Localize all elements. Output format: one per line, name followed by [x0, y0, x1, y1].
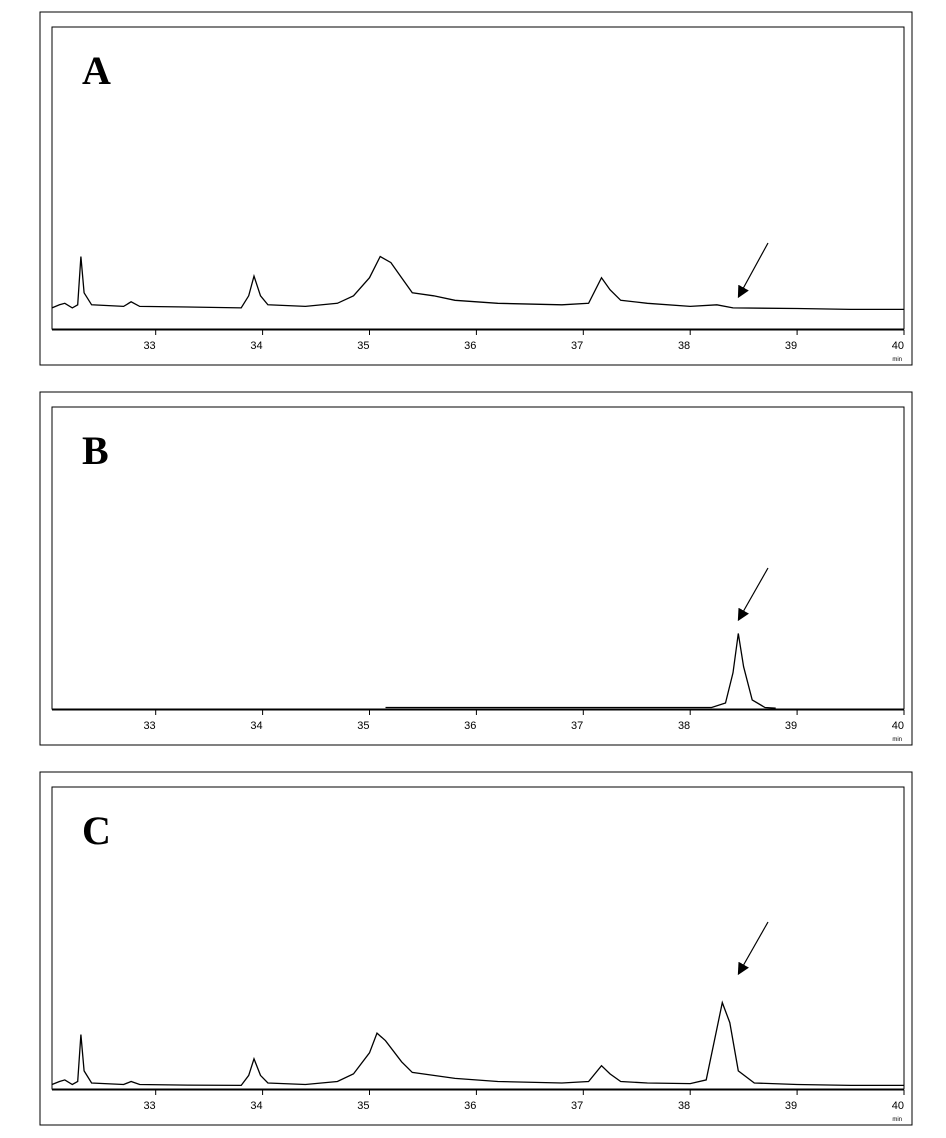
x-tick-label: 35	[357, 340, 369, 352]
arrow	[737, 921, 769, 976]
x-tick-label: 34	[250, 720, 262, 732]
panel-label: B	[82, 428, 109, 473]
panel-frame	[39, 771, 913, 1126]
x-axis-label: min	[892, 737, 902, 743]
x-tick-label: 40	[892, 720, 904, 732]
arrow	[737, 567, 769, 622]
x-tick-label: 38	[678, 720, 690, 732]
x-axis-label: min	[892, 357, 902, 363]
x-tick-label: 38	[678, 1100, 690, 1112]
x-tick-label: 33	[143, 720, 155, 732]
x-tick-label: 36	[464, 340, 476, 352]
x-tick-label: 39	[785, 340, 797, 352]
x-tick-label: 39	[785, 720, 797, 732]
panel-label: A	[82, 48, 111, 93]
x-tick-label: 35	[357, 720, 369, 732]
x-tick-label: 40	[892, 1100, 904, 1112]
x-tick-label: 37	[571, 340, 583, 352]
x-tick-label: 39	[785, 1100, 797, 1112]
plot-frame	[51, 26, 905, 330]
x-tick-label: 33	[143, 1100, 155, 1112]
panel-frame	[39, 11, 913, 366]
x-tick-label: 34	[250, 1100, 262, 1112]
x-tick-label: 36	[464, 1100, 476, 1112]
trace	[51, 255, 904, 311]
x-tick-label: 34	[250, 340, 262, 352]
x-tick-label: 38	[678, 340, 690, 352]
plot-frame	[51, 786, 905, 1090]
x-tick-label: 37	[571, 1100, 583, 1112]
plot-frame	[51, 406, 905, 710]
x-axis-label: min	[892, 1117, 902, 1123]
arrow	[737, 242, 769, 299]
x-tick-label: 35	[357, 1100, 369, 1112]
x-tick-label: 37	[571, 720, 583, 732]
panel-label: C	[82, 808, 111, 853]
trace	[51, 1000, 904, 1087]
trace	[385, 633, 776, 709]
x-tick-label: 40	[892, 340, 904, 352]
panel-frame	[39, 391, 913, 746]
x-tick-label: 33	[143, 340, 155, 352]
x-tick-label: 36	[464, 720, 476, 732]
